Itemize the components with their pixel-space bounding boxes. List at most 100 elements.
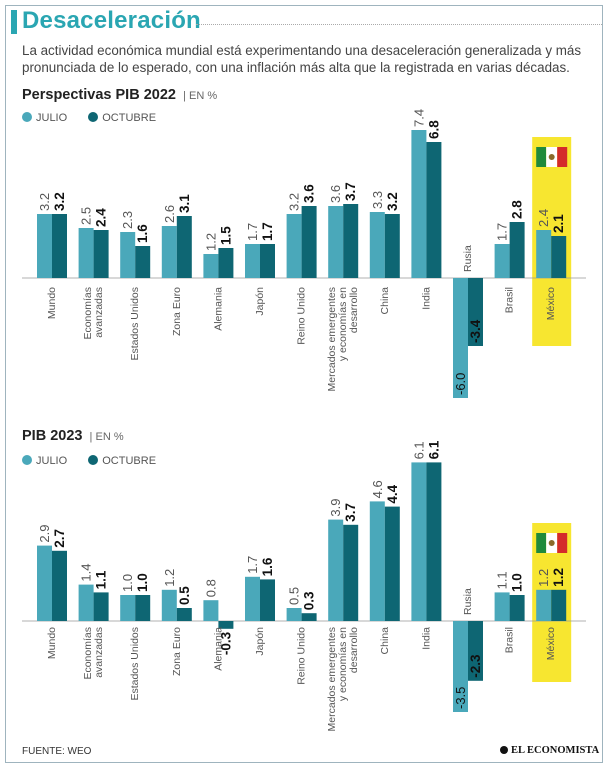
category-label-line: México xyxy=(545,287,557,320)
chart-1-legend: JULIO OCTUBRE xyxy=(22,112,174,124)
value-label-octubre: 1.7 xyxy=(260,222,275,241)
legend-octubre-label: OCTUBRE xyxy=(102,455,157,467)
chart-2-unit-text: EN % xyxy=(95,431,124,443)
bar-julio xyxy=(203,600,219,621)
category-label: China xyxy=(379,627,391,655)
category-label-line: México xyxy=(545,627,557,660)
category-label: India xyxy=(420,287,432,310)
brand-name: EL ECONOMISTA xyxy=(511,745,600,756)
flag-green-stripe xyxy=(536,147,547,167)
bar-julio xyxy=(37,214,52,278)
category-label-line: Zona Euro xyxy=(171,627,183,676)
bar-octubre xyxy=(260,579,275,621)
category-label: Reino Unido xyxy=(296,627,308,685)
value-label-octubre: 3.2 xyxy=(52,192,67,211)
category-label: Estados Unidos xyxy=(129,627,141,701)
chart-1-title-text: Perspectivas PIB 2022 xyxy=(22,87,176,103)
category-label-line: Mundo xyxy=(46,627,58,659)
value-label-julio: 1.7 xyxy=(495,223,510,241)
bar-julio xyxy=(286,608,302,621)
legend-octubre-swatch xyxy=(88,455,99,465)
category-label: Japón xyxy=(254,287,266,316)
value-label-julio: 1.7 xyxy=(245,223,260,241)
bar-julio xyxy=(411,130,427,278)
bar-julio xyxy=(369,212,385,278)
category-label-line: Japón xyxy=(254,287,266,316)
category-label-line: Reino Unido xyxy=(296,287,308,345)
flag-green-stripe xyxy=(536,533,547,553)
category-label-line: Zona Euro xyxy=(171,287,183,336)
value-label-julio: 1.4 xyxy=(79,564,94,582)
category-label-line: Estados Unidos xyxy=(129,627,141,701)
bar-julio xyxy=(494,244,510,278)
value-label-julio: 3.6 xyxy=(328,185,343,203)
value-label-julio: 3.3 xyxy=(370,191,385,209)
bar-julio xyxy=(328,206,344,278)
category-label: Brasil xyxy=(504,287,516,313)
legend-julio-swatch xyxy=(22,112,32,122)
value-label-julio: 3.9 xyxy=(328,499,343,517)
value-label-julio: 7.4 xyxy=(411,109,426,127)
bar-octubre xyxy=(343,524,359,621)
category-label-line: avanzadas xyxy=(93,287,105,338)
category-label: México xyxy=(545,287,557,320)
bar-octubre xyxy=(468,278,483,346)
bar-julio xyxy=(453,278,468,398)
flag-red-stripe xyxy=(557,533,568,553)
value-label-octubre: 6.1 xyxy=(426,440,441,459)
value-label-octubre: 1.0 xyxy=(510,573,525,592)
value-label-julio: 2.3 xyxy=(120,211,135,229)
category-label-line: desarrollo xyxy=(348,287,360,333)
bar-octubre xyxy=(509,222,525,278)
category-label-line: desarrollo xyxy=(348,627,360,673)
value-label-octubre: 3.6 xyxy=(302,184,317,203)
category-label-line: Brasil xyxy=(504,627,516,653)
category-label: Brasil xyxy=(504,627,516,653)
value-label-julio: 0.5 xyxy=(287,587,302,605)
category-label-line: Economías xyxy=(82,627,94,680)
chart-1-unit-text: EN % xyxy=(188,90,218,102)
value-label-octubre: -3.4 xyxy=(468,319,483,343)
value-label-julio: 1.0 xyxy=(120,574,135,592)
bar-julio xyxy=(536,589,552,621)
category-label-line: China xyxy=(379,287,391,315)
bar-octubre xyxy=(52,550,67,621)
bar-julio xyxy=(120,232,136,278)
flag-red-stripe xyxy=(557,147,568,167)
bar-octubre xyxy=(468,621,483,681)
category-label-line: Estados Unidos xyxy=(129,287,141,361)
category-label: Japón xyxy=(254,627,266,656)
value-label-octubre: 2.7 xyxy=(52,529,67,548)
bar-julio xyxy=(78,584,94,621)
bar-octubre xyxy=(218,621,234,629)
value-label-octubre: -2.3 xyxy=(468,654,483,678)
bar-julio xyxy=(536,230,552,278)
category-label-line: Japón xyxy=(254,627,266,656)
category-label: Economíasavanzadas xyxy=(82,287,105,340)
bar-julio xyxy=(453,621,468,712)
category-label: Alemania xyxy=(212,287,224,331)
bar-julio xyxy=(203,254,219,278)
bar-octubre xyxy=(93,230,109,278)
bar-julio xyxy=(286,214,302,278)
bar-octubre xyxy=(384,214,400,278)
category-label: Zona Euro xyxy=(171,627,183,676)
value-label-octubre: 6.8 xyxy=(426,120,441,139)
legend-julio-label: JULIO xyxy=(36,455,68,467)
bar-julio xyxy=(411,462,427,621)
category-label: México xyxy=(545,627,557,660)
bar-octubre xyxy=(135,246,151,278)
value-label-octubre: 2.4 xyxy=(94,208,109,227)
value-label-julio: 2.4 xyxy=(536,209,551,227)
value-label-octubre: 3.2 xyxy=(385,192,400,211)
infographic-frame xyxy=(5,5,603,763)
bar-octubre xyxy=(384,506,400,621)
value-label-julio: 4.6 xyxy=(370,480,385,498)
value-label-octubre: 1.5 xyxy=(218,226,233,245)
value-label-julio: 2.5 xyxy=(79,207,94,225)
category-label: India xyxy=(420,627,432,650)
legend-julio-label: JULIO xyxy=(36,112,68,124)
value-label-julio: -3.5 xyxy=(453,687,468,709)
